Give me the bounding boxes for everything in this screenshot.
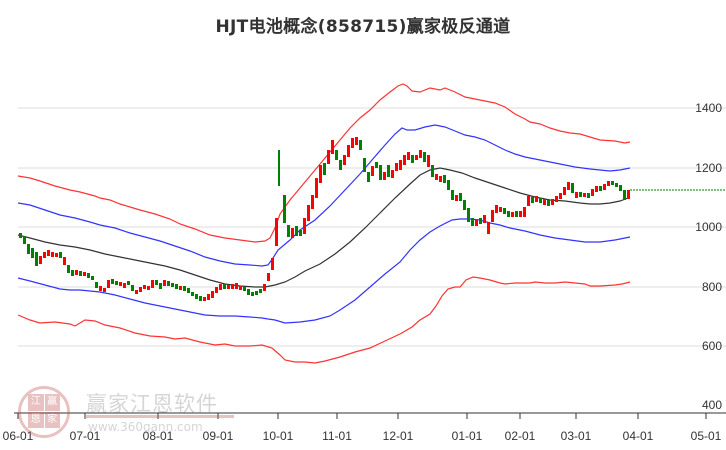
x-tick-08-01: 08-01 (143, 429, 174, 443)
y-tick-1200: 1200 (695, 161, 722, 175)
y-tick-600: 600 (702, 339, 722, 353)
lower-outer-band (17, 276, 631, 364)
x-tick-09-01: 09-01 (203, 429, 234, 443)
x-tick-11-01: 11-01 (322, 429, 352, 443)
chart-title: HJT电池概念(858715)赢家极反通道 (215, 17, 511, 37)
candlesticks (19, 137, 630, 301)
y-tick-800: 800 (702, 280, 722, 294)
lower-inner-band (17, 218, 631, 324)
y-axis-labels: 1400 1200 1000 800 600 400 (695, 101, 722, 412)
x-tick-10-01: 10-01 (263, 429, 294, 443)
x-tick-12-01: 12-01 (383, 429, 414, 443)
y-tick-400: 400 (702, 398, 722, 412)
y-tick-1400: 1400 (695, 101, 722, 115)
x-tick-07-01: 07-01 (70, 429, 101, 443)
x-tick-05-01: 05-01 (691, 429, 722, 443)
x-tick-02-01: 02-01 (505, 429, 536, 443)
x-tick-01-01: 01-01 (452, 429, 483, 443)
x-tick-04-01: 04-01 (623, 429, 654, 443)
x-axis-labels: 06-01 07-01 08-01 09-01 10-01 11-01 12-0… (3, 429, 722, 443)
x-tick-03-01: 03-01 (561, 429, 592, 443)
upper-inner-band (17, 124, 631, 267)
x-axis (14, 412, 726, 419)
y-tick-1000: 1000 (695, 220, 722, 234)
grid-lines (18, 107, 726, 347)
x-tick-06-01: 06-01 (3, 429, 34, 443)
upper-outer-band (17, 83, 631, 243)
